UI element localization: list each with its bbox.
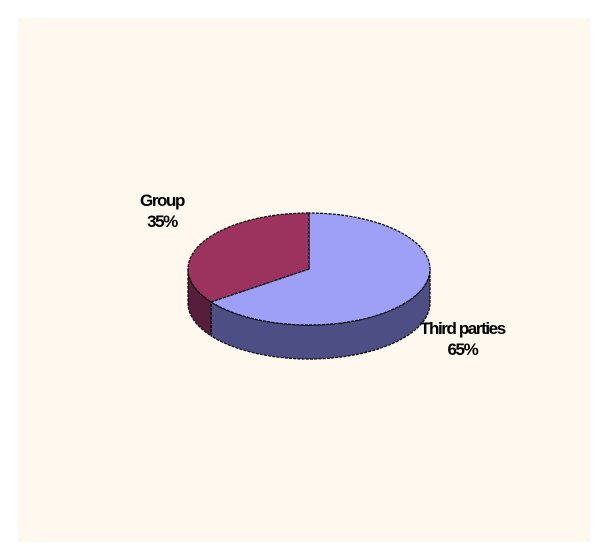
pie-slice-group	[187, 212, 310, 303]
slice-label-third-parties-name: Third parties	[420, 319, 506, 338]
slice-label-group: Group 35%	[140, 190, 185, 232]
chart-area: Group 35% Third parties 65%	[18, 18, 590, 542]
pie-chart	[187, 212, 431, 360]
slice-label-third-parties: Third parties 65%	[420, 318, 506, 360]
pie-slice-third-parties	[209, 212, 431, 326]
slice-label-third-parties-percent: 65%	[447, 340, 478, 359]
slice-label-group-percent: 35%	[147, 212, 178, 231]
slice-label-group-name: Group	[140, 191, 185, 210]
pie-side-group	[187, 268, 212, 338]
